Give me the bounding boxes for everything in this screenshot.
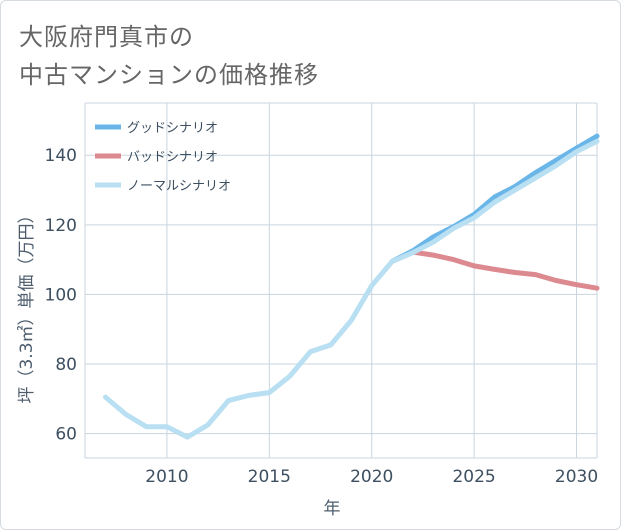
x-tick-label: 2030 — [555, 467, 598, 487]
series-line-2 — [103, 138, 600, 440]
legend-label: ノーマルシナリオ — [127, 179, 231, 194]
series-lines — [103, 133, 600, 440]
y-tick-label: 140 — [45, 146, 77, 166]
chart-title-line-2: 中古マンションの価格推移 — [19, 61, 319, 89]
x-axis-label: 年 — [324, 499, 341, 519]
axis-ticks: 2010 2015 2020 2025 2030 60 80 100 120 140 — [45, 146, 599, 487]
x-tick-label: 2010 — [145, 467, 188, 487]
legend-label: バッドシナリオ — [127, 150, 218, 165]
y-tick-label: 60 — [55, 425, 77, 445]
chart-title-line-1: 大阪府門真市の — [19, 23, 194, 51]
x-tick-label: 2015 — [248, 467, 291, 487]
y-tick-label: 80 — [55, 355, 77, 375]
y-tick-label: 120 — [45, 216, 77, 236]
series-line-1 — [389, 249, 600, 291]
x-tick-label: 2020 — [350, 467, 393, 487]
y-axis-label: 坪（3.3㎡）単価（万円） — [17, 206, 37, 403]
series-line-0 — [389, 133, 600, 264]
x-tick-label: 2025 — [452, 467, 495, 487]
y-tick-label: 100 — [45, 285, 77, 305]
legend-label: グッドシナリオ — [127, 121, 218, 136]
grid-lines — [84, 102, 598, 459]
